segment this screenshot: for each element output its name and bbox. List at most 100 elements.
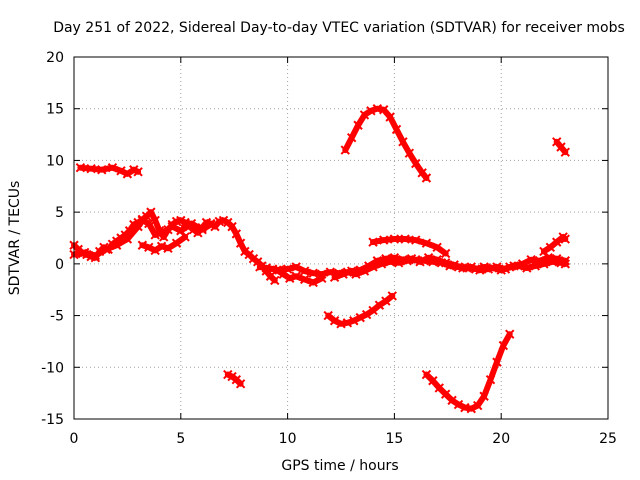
series-segment-4 [137, 232, 190, 256]
data-point [406, 253, 417, 264]
data-point [133, 167, 143, 177]
data-point [317, 273, 327, 284]
data-point [163, 243, 173, 254]
data-point [411, 235, 421, 245]
x-tick-label: 15 [385, 431, 403, 447]
y-tick-label: 10 [46, 153, 64, 169]
data-point [421, 173, 432, 183]
data-point [338, 269, 348, 279]
data-point [543, 252, 553, 263]
data-point [329, 316, 340, 326]
data-point [270, 275, 280, 286]
data-point [552, 253, 562, 264]
data-point [146, 207, 156, 217]
data-point [466, 262, 477, 272]
y-tick-label: 20 [46, 50, 64, 66]
data-point [492, 262, 502, 272]
data-series [69, 104, 570, 414]
series-segment-10 [340, 104, 432, 183]
data-point [122, 234, 133, 244]
data-point [176, 226, 186, 236]
x-tick-label: 0 [70, 431, 79, 447]
data-point [133, 221, 143, 232]
data-point [509, 261, 519, 271]
chart-title: Day 251 of 2022, Sidereal Day-to-day VTE… [53, 20, 625, 36]
y-tick-label: -5 [50, 309, 64, 325]
data-point [197, 225, 207, 235]
data-point [97, 165, 107, 175]
data-point [479, 391, 489, 401]
y-tick-label: 0 [55, 257, 64, 273]
data-point [398, 137, 408, 147]
data-point [526, 255, 536, 265]
data-point [432, 242, 442, 253]
data-point [483, 264, 494, 274]
data-point [447, 395, 457, 406]
y-tick-label: -10 [41, 360, 64, 376]
data-point [475, 265, 485, 275]
data-point [432, 255, 442, 265]
data-point [381, 253, 391, 264]
data-point [353, 120, 363, 130]
data-point [101, 244, 111, 255]
data-point [428, 376, 438, 386]
data-point [385, 112, 395, 122]
y-axis-label: SDTVAR / TECUs [7, 181, 23, 296]
data-point [485, 374, 496, 385]
data-point [342, 318, 353, 328]
data-point [144, 242, 154, 253]
data-point [492, 357, 502, 367]
data-point [137, 240, 148, 250]
data-point [150, 215, 160, 226]
series-line [71, 217, 214, 259]
data-point [299, 266, 310, 276]
axis-ticks: 0 5 10 15 20 25 -15 -10 -5 0 5 10 15 20 [41, 50, 617, 447]
data-point [391, 124, 402, 135]
data-point [308, 268, 318, 278]
data-point [398, 255, 408, 265]
data-point [458, 263, 468, 273]
data-point [387, 291, 397, 301]
data-point [346, 266, 357, 276]
data-point [90, 250, 101, 261]
data-point [285, 273, 295, 284]
data-point [449, 260, 459, 270]
data-point [498, 340, 509, 351]
data-point [389, 252, 400, 263]
x-axis-label: GPS time / hours [281, 458, 398, 474]
data-point [453, 399, 464, 410]
data-point [505, 329, 515, 339]
data-point [116, 166, 126, 176]
data-point [500, 264, 511, 274]
data-point [379, 235, 389, 245]
data-point [517, 259, 528, 269]
series-line [423, 331, 513, 412]
data-point [180, 232, 190, 242]
y-tick-label: 5 [55, 205, 64, 221]
data-point [366, 106, 376, 116]
data-point [359, 110, 370, 120]
data-point [86, 163, 96, 174]
data-point [355, 312, 365, 323]
data-point [329, 272, 340, 283]
series-segment-3 [69, 215, 216, 261]
data-point [308, 277, 318, 288]
x-tick-label: 5 [176, 431, 185, 447]
x-tick-label: 25 [599, 431, 617, 447]
data-point [534, 256, 545, 266]
data-point [404, 148, 415, 158]
data-point [227, 221, 237, 232]
data-point [167, 221, 177, 232]
data-point [235, 238, 246, 248]
series-segment-5 [223, 369, 246, 389]
data-point [349, 316, 359, 326]
data-point [440, 248, 451, 259]
data-point [150, 230, 160, 240]
series-segment-9 [368, 234, 451, 259]
series-segment-13 [539, 232, 570, 257]
data-point [235, 379, 246, 389]
data-point [389, 234, 400, 244]
series-segment-14 [552, 137, 570, 157]
data-point [372, 256, 383, 266]
